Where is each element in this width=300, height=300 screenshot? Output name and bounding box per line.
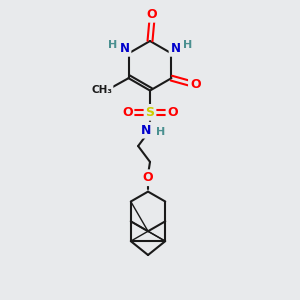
Text: N: N (120, 42, 130, 55)
Text: N: N (170, 42, 180, 55)
Text: H: H (156, 127, 166, 137)
Text: CH₃: CH₃ (91, 85, 112, 95)
Text: O: O (122, 106, 133, 119)
Text: O: O (190, 78, 200, 91)
Text: O: O (167, 106, 178, 119)
Text: H: H (183, 40, 192, 50)
Text: O: O (147, 8, 157, 21)
Text: S: S (146, 106, 154, 119)
Text: O: O (143, 171, 153, 184)
Text: N: N (141, 124, 151, 137)
Text: H: H (108, 40, 117, 50)
